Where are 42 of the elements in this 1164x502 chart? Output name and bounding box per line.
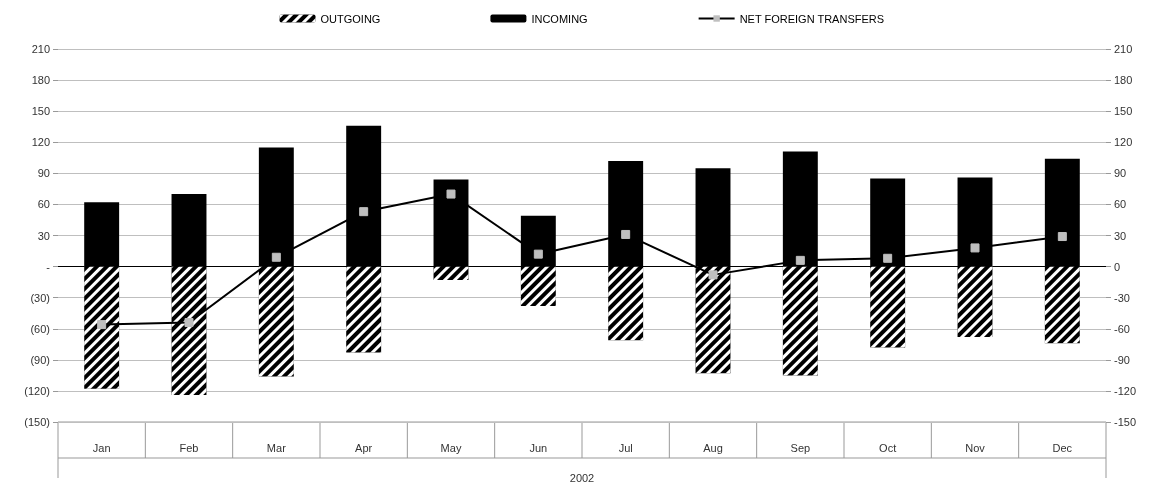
y-tick-label: 120 [31, 136, 50, 149]
y-tick-label: (120) [24, 384, 50, 397]
x-tick-label: Nov [965, 441, 986, 454]
x-tick-label: Apr [355, 441, 373, 454]
x-axis-title: 2002 [569, 471, 595, 484]
y2-tick-label: 150 [1114, 105, 1133, 118]
y2-tick-label: -120 [1114, 384, 1137, 397]
y-tick-label: (90) [30, 353, 50, 366]
y2-tick-label: 210 [1114, 43, 1133, 55]
x-tick-label: Jun [529, 441, 548, 454]
x-tick-label: Jan [92, 441, 111, 454]
x-tick-label: May [440, 441, 462, 454]
x-tick-label: Aug [703, 441, 723, 454]
legend-label: NET FOREIGN TRANSFERS [739, 12, 885, 25]
y-tick-label: 30 [37, 229, 50, 242]
legend-label: OUTGOING [320, 12, 381, 25]
y-tick-label: - [46, 260, 51, 273]
y-tick-label: (60) [30, 322, 50, 335]
x-tick-label: Dec [1052, 441, 1073, 454]
y2-tick-label: -90 [1114, 353, 1130, 366]
y2-tick-label: 30 [1114, 229, 1127, 242]
y2-tick-label: 120 [1114, 136, 1133, 149]
legend-label: INCOMING [531, 12, 588, 25]
y-tick-label: 150 [31, 105, 50, 118]
y2-tick-label: 0 [1114, 260, 1121, 273]
y-tick-label: (30) [30, 291, 50, 304]
y2-tick-label: -150 [1114, 416, 1137, 428]
y2-tick-label: 180 [1114, 74, 1133, 87]
y-tick-label: 90 [37, 167, 50, 180]
y2-tick-label: -30 [1114, 291, 1130, 304]
x-tick-label: Feb [179, 441, 199, 454]
x-tick-label: Oct [879, 441, 897, 454]
y-tick-label: 180 [31, 74, 50, 87]
y-tick-label: 60 [37, 198, 50, 211]
x-tick-label: Jul [618, 441, 633, 454]
y-tick-label: 210 [31, 43, 50, 55]
y2-tick-label: -60 [1114, 322, 1130, 335]
x-tick-label: Mar [266, 441, 287, 454]
y-tick-label: (150) [24, 416, 50, 428]
y2-tick-label: 90 [1114, 167, 1127, 180]
y2-tick-label: 60 [1114, 198, 1127, 211]
x-tick-label: Sep [790, 441, 811, 454]
